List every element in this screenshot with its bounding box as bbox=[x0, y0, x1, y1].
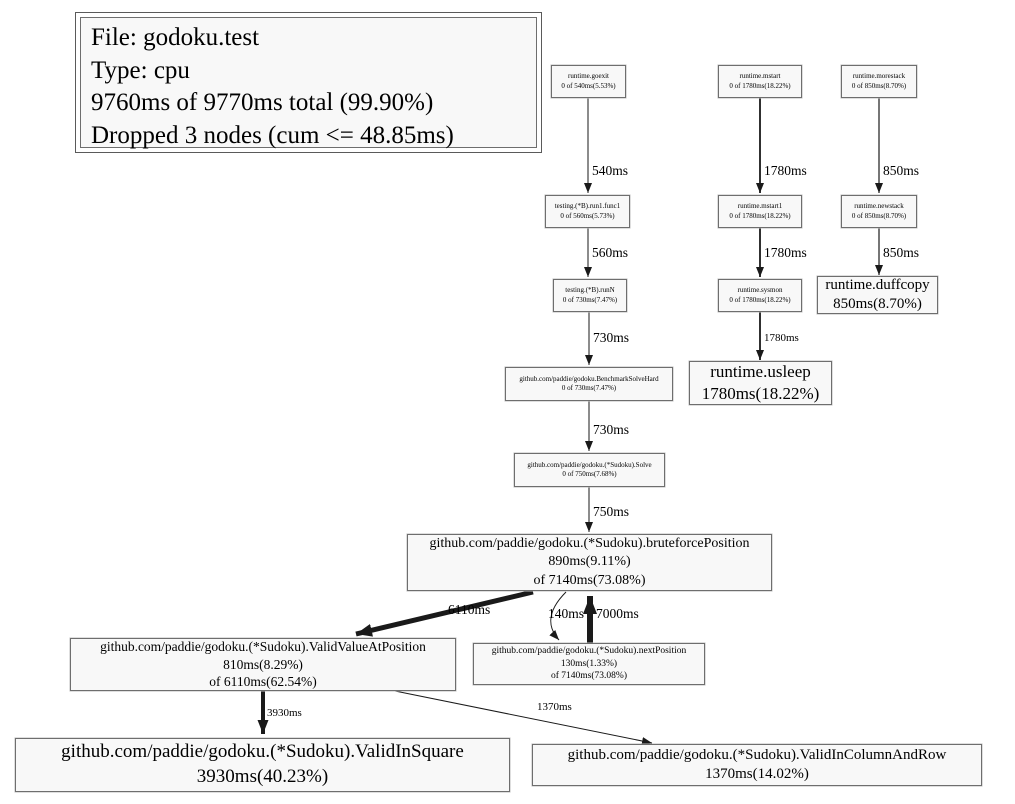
node-cum: of 7140ms(73.08%) bbox=[533, 572, 646, 588]
node-flat: 890ms(9.11%) bbox=[548, 554, 631, 570]
legend-type: Type: cpu bbox=[91, 56, 190, 84]
node-runtime-goexit[interactable]: runtime.goexit 0 of 540ms(5.53%) bbox=[551, 65, 626, 98]
edge-label-730ms-a: 730ms bbox=[593, 330, 630, 345]
node-runtime-mstart[interactable]: runtime.mstart 0 of 1780ms(18.22%) bbox=[718, 65, 802, 98]
node-sudoku-solve[interactable]: github.com/paddie/godoku.(*Sudoku).Solve… bbox=[514, 453, 665, 487]
node-cum: of 7140ms(73.08%) bbox=[551, 671, 627, 682]
node-testing-run1-func1[interactable]: testing.(*B).run1.func1 0 of 560ms(5.73%… bbox=[545, 195, 630, 228]
legend-total: 9760ms of 9770ms total (99.90%) bbox=[91, 89, 434, 116]
node-label: github.com/paddie/godoku.(*Sudoku).brute… bbox=[429, 536, 750, 552]
profile-legend-text: File: godoku.test Type: cpu 9760ms of 97… bbox=[80, 17, 537, 149]
edge-label-1780ms-c: 1780ms bbox=[764, 332, 799, 344]
node-sudoku-valid-in-column-and-row[interactable]: github.com/paddie/godoku.(*Sudoku).Valid… bbox=[532, 744, 982, 786]
node-label: github.com/paddie/godoku.(*Sudoku).Valid… bbox=[61, 741, 464, 763]
node-value: 3930ms(40.23%) bbox=[196, 766, 329, 787]
edge-label-140ms: 140ms bbox=[548, 606, 585, 621]
node-value: 0 of 850ms(8.70%) bbox=[851, 81, 907, 90]
node-value: 0 of 730ms(7.47%) bbox=[562, 295, 618, 304]
node-cum: of 6110ms(62.54%) bbox=[209, 674, 317, 690]
node-value: 1780ms(18.22%) bbox=[701, 384, 820, 403]
node-value: 0 of 540ms(5.53%) bbox=[561, 81, 616, 90]
edge-label-3930ms: 3930ms bbox=[267, 707, 302, 719]
edge-label-850ms-b: 850ms bbox=[883, 245, 920, 260]
node-label: github.com/paddie/godoku.BenchmarkSolveH… bbox=[519, 374, 659, 383]
legend-file: File: godoku.test bbox=[91, 24, 260, 51]
node-value: 0 of 1780ms(18.22%) bbox=[729, 211, 791, 220]
node-label: runtime.mstart1 bbox=[737, 202, 783, 211]
edge-label-1370ms: 1370ms bbox=[537, 701, 572, 713]
edge-bruteforce-to-validvalue bbox=[355, 589, 534, 637]
node-sudoku-valid-value-at-position[interactable]: github.com/paddie/godoku.(*Sudoku).Valid… bbox=[70, 638, 456, 691]
node-runtime-newstack[interactable]: runtime.newstack 0 of 850ms(8.70%) bbox=[841, 195, 917, 228]
edge-validvalue-to-validincolrow bbox=[394, 690, 653, 745]
node-label: github.com/paddie/godoku.(*Sudoku).Valid… bbox=[100, 639, 426, 655]
node-sudoku-next-position[interactable]: github.com/paddie/godoku.(*Sudoku).nextP… bbox=[473, 643, 705, 685]
node-value: 0 of 850ms(8.70%) bbox=[851, 211, 907, 220]
edge-label-1780ms-a: 1780ms bbox=[764, 163, 807, 178]
node-label: runtime.mstart bbox=[739, 72, 781, 81]
edge-label-750ms: 750ms bbox=[593, 504, 630, 519]
node-value: 0 of 560ms(5.73%) bbox=[560, 211, 615, 220]
node-label: runtime.goexit bbox=[567, 72, 610, 81]
node-runtime-mstart1[interactable]: runtime.mstart1 0 of 1780ms(18.22%) bbox=[718, 195, 802, 228]
node-runtime-usleep[interactable]: runtime.usleep 1780ms(18.22%) bbox=[689, 361, 832, 405]
edge-label-6110ms: 6110ms bbox=[448, 602, 491, 617]
node-label: runtime.duffcopy bbox=[825, 276, 930, 293]
edge-label-540ms: 540ms bbox=[592, 163, 629, 178]
node-label: runtime.newstack bbox=[854, 202, 904, 211]
node-value: 0 of 1780ms(18.22%) bbox=[729, 295, 791, 304]
node-flat: 130ms(1.33%) bbox=[560, 658, 618, 669]
edge-label-560ms: 560ms bbox=[592, 245, 629, 260]
node-flat: 810ms(8.29%) bbox=[223, 656, 303, 672]
node-testing-runN[interactable]: testing.(*B).runN 0 of 730ms(7.47%) bbox=[553, 279, 627, 312]
node-runtime-duffcopy[interactable]: runtime.duffcopy 850ms(8.70%) bbox=[817, 276, 938, 314]
node-value: 1370ms(14.02%) bbox=[705, 766, 809, 782]
node-sudoku-bruteforce-position[interactable]: github.com/paddie/godoku.(*Sudoku).brute… bbox=[407, 534, 772, 591]
edge-label-1780ms-b: 1780ms bbox=[764, 245, 807, 260]
node-runtime-sysmon[interactable]: runtime.sysmon 0 of 1780ms(18.22%) bbox=[718, 279, 802, 312]
node-label: runtime.morestack bbox=[852, 72, 906, 81]
node-label: testing.(*B).run1.func1 bbox=[554, 202, 621, 211]
profile-legend: File: godoku.test Type: cpu 9760ms of 97… bbox=[75, 12, 542, 153]
edge-bruteforce-to-nextposition bbox=[549, 591, 567, 641]
legend-dropped: Dropped 3 nodes (cum <= 48.85ms) bbox=[91, 121, 454, 149]
node-runtime-morestack[interactable]: runtime.morestack 0 of 850ms(8.70%) bbox=[841, 65, 917, 98]
node-value: 0 of 750ms(7.68%) bbox=[562, 470, 617, 478]
node-value: 0 of 1780ms(18.22%) bbox=[729, 81, 791, 90]
node-value: 0 of 730ms(7.47%) bbox=[561, 384, 617, 392]
edge-label-850ms-a: 850ms bbox=[883, 163, 920, 178]
node-benchmark-solve-hard[interactable]: github.com/paddie/godoku.BenchmarkSolveH… bbox=[505, 367, 673, 401]
node-label: github.com/paddie/godoku.(*Sudoku).Solve bbox=[527, 460, 652, 469]
edge-label-730ms-b: 730ms bbox=[593, 422, 630, 437]
node-label: testing.(*B).runN bbox=[565, 286, 615, 295]
edge-label-7000ms: 7000ms bbox=[596, 606, 639, 621]
node-label: github.com/paddie/godoku.(*Sudoku).Valid… bbox=[567, 746, 947, 763]
node-label: runtime.usleep bbox=[710, 361, 811, 381]
node-sudoku-valid-in-square[interactable]: github.com/paddie/godoku.(*Sudoku).Valid… bbox=[15, 738, 510, 792]
node-value: 850ms(8.70%) bbox=[833, 296, 922, 312]
node-label: runtime.sysmon bbox=[737, 286, 783, 295]
node-label: github.com/paddie/godoku.(*Sudoku).nextP… bbox=[491, 646, 687, 657]
